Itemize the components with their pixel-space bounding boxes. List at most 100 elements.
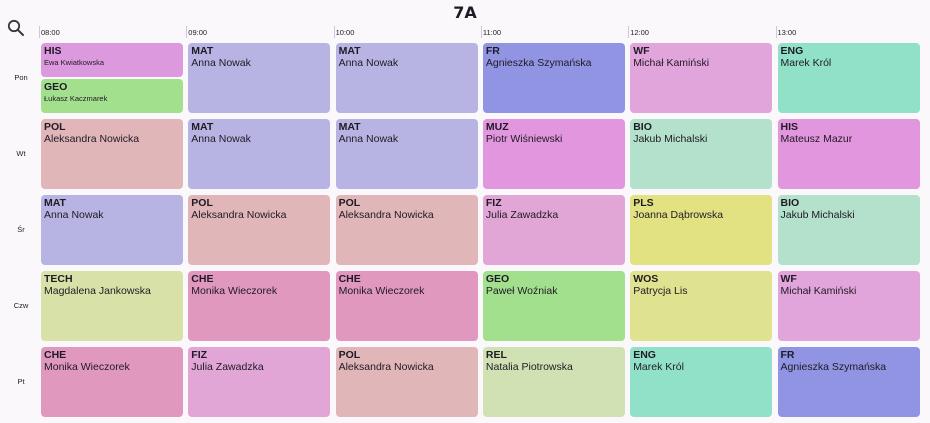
lesson-subject: WOS [633,273,659,285]
time-label: 09:00 [188,28,208,37]
lesson-cell[interactable]: POL Aleksandra Nowicka [335,347,478,417]
lesson-teacher: Magdalena Jankowska [44,285,151,297]
time-divider [186,26,188,38]
lesson-cell[interactable]: CHE Monika Wieczorek [188,271,331,341]
lesson-teacher: Monika Wieczorek [191,285,278,297]
lesson-cell[interactable]: FR Agnieszka Szymańska [482,43,625,113]
lesson-teacher: Marek Król [780,57,832,69]
lesson-cell[interactable]: REL Natalia Piotrowska [482,347,625,417]
lesson-cell[interactable]: ENG Marek Król [777,43,920,113]
lesson-cell[interactable]: MAT Anna Nowak [335,119,478,189]
lesson-subject: FR [780,349,795,361]
lesson-subject: WF [633,45,650,57]
time-divider [775,26,777,38]
lesson-cell[interactable]: MUZ Piotr Wiśniewski [482,119,625,189]
time-label: 13:00 [777,28,797,37]
lesson-cell[interactable]: POL Aleksandra Nowicka [188,195,331,265]
time-label: 12:00 [630,28,649,37]
lesson-teacher: Jakub Michalski [780,209,855,221]
lesson-cell[interactable]: BIO Jakub Michalski [777,195,920,265]
lesson-subject: BIO [633,121,652,133]
time-divider [628,26,630,38]
lesson-subject: CHE [338,273,361,285]
lesson-cell[interactable]: CHE Monika Wieczorek [335,271,478,341]
lesson-subject: REL [485,349,507,361]
lesson-cell[interactable]: GEO Łukasz Kaczmarek [41,79,183,113]
lesson-teacher: Agnieszka Szymańska [485,57,592,69]
search-button[interactable] [6,18,26,38]
lesson-cell[interactable]: CHE Monika Wieczorek [41,347,183,417]
lesson-cell[interactable]: POL Aleksandra Nowicka [335,195,478,265]
lesson-subject: MAT [191,121,214,133]
lesson-teacher: Anna Nowak [191,133,251,145]
lesson-subject: MAT [338,45,361,57]
lesson-subject: FR [485,45,500,57]
lesson-teacher: Natalia Piotrowska [485,361,573,373]
lesson-cell[interactable]: PLS Joanna Dąbrowska [630,195,773,265]
lesson-subject: TECH [44,273,73,285]
lesson-teacher: Marek Król [633,361,684,373]
lesson-cell[interactable]: FIZ Julia Zawadzka [188,347,331,417]
lesson-subject: POL [44,121,66,133]
lesson-teacher: Monika Wieczorek [44,361,130,373]
lesson-teacher: Julia Zawadzka [485,209,559,221]
lesson-teacher: Piotr Wiśniewski [485,133,563,145]
lesson-subject: MAT [191,45,214,57]
lesson-teacher: Ewa Kwiatkowska [44,58,105,67]
lesson-cell[interactable]: TECH Magdalena Jankowska [41,271,183,341]
lesson-subject: MUZ [485,121,509,133]
lesson-cell[interactable]: POL Aleksandra Nowicka [41,119,183,189]
page-title: 7A [453,3,477,22]
lesson-subject: FIZ [191,349,208,361]
lesson-teacher: Aleksandra Nowicka [338,361,434,373]
lesson-subject: GEO [44,81,68,93]
lesson-subject: GEO [485,273,510,285]
lesson-cell[interactable]: FR Agnieszka Szymańska [777,347,920,417]
lesson-teacher: Monika Wieczorek [338,285,425,297]
lesson-cell[interactable]: MAT Anna Nowak [335,43,478,113]
lesson-cell[interactable]: MAT Anna Nowak [188,119,331,189]
lesson-teacher: Aleksandra Nowicka [191,209,287,221]
lesson-subject: WF [780,273,797,285]
lesson-cell[interactable]: FIZ Julia Zawadzka [482,195,625,265]
lesson-cell[interactable]: MAT Anna Nowak [41,195,183,265]
day-label: Wt [16,149,26,158]
lesson-teacher: Joanna Dąbrowska [633,209,724,221]
lesson-cell[interactable]: MAT Anna Nowak [188,43,331,113]
lesson-teacher: Paweł Woźniak [485,285,558,297]
lesson-teacher: Michał Kamiński [780,285,857,297]
day-label: Śr [17,225,25,234]
lesson-subject: MAT [338,121,361,133]
lesson-subject: FIZ [485,197,502,209]
lesson-subject: PLS [633,197,654,209]
lesson-subject: ENG [633,349,656,361]
time-label: 10:00 [335,28,355,37]
lesson-teacher: Aleksandra Nowicka [44,133,140,145]
lesson-cell[interactable]: ENG Marek Król [630,347,773,417]
day-label: Pt [17,377,25,386]
lesson-teacher: Anna Nowak [338,57,399,69]
lesson-teacher: Patrycja Lis [633,285,688,297]
lesson-teacher: Łukasz Kaczmarek [44,94,108,103]
lesson-cell[interactable]: HIS Mateusz Mazur [777,119,920,189]
lesson-subject: MAT [44,197,66,209]
lesson-cell[interactable]: WF Michał Kamiński [630,43,773,113]
lesson-cell[interactable]: WOS Patrycja Lis [630,271,773,341]
search-icon [7,19,24,36]
lesson-subject: POL [191,197,213,209]
lesson-subject: CHE [44,349,67,361]
lesson-teacher: Anna Nowak [191,57,251,69]
lesson-teacher: Aleksandra Nowicka [338,209,434,221]
lesson-cell[interactable]: BIO Jakub Michalski [630,119,773,189]
lesson-cell[interactable]: HIS Ewa Kwiatkowska [41,43,183,77]
lesson-teacher: Julia Zawadzka [191,361,264,373]
lesson-teacher: Anna Nowak [338,133,399,145]
lesson-cell[interactable]: WF Michał Kamiński [777,271,920,341]
lesson-cell[interactable]: GEO Paweł Woźniak [482,271,625,341]
lesson-teacher: Mateusz Mazur [780,133,853,145]
time-divider [333,26,335,38]
lesson-subject: HIS [44,45,62,57]
lesson-teacher: Michał Kamiński [633,57,710,69]
lesson-teacher: Agnieszka Szymańska [780,361,887,373]
